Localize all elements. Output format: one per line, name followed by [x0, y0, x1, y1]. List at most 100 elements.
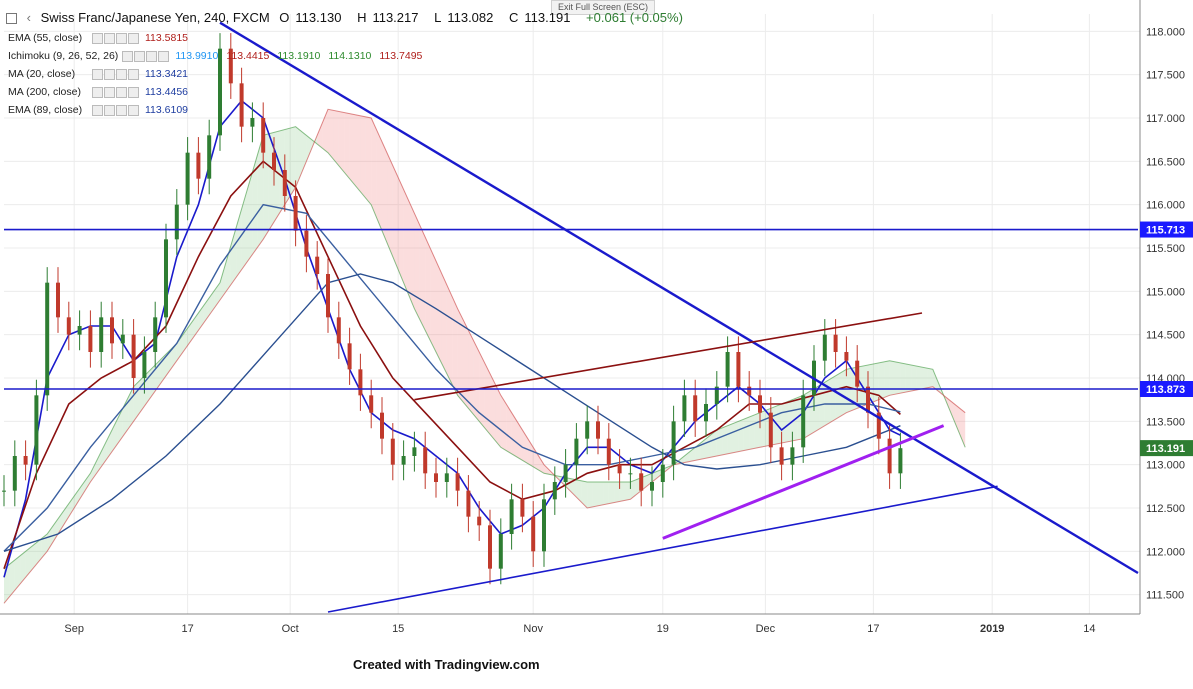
bar-body [855, 360, 860, 387]
cloud-segment [349, 113, 355, 186]
y-tick-label: 116.500 [1146, 156, 1185, 168]
y-tick-label: 118.000 [1146, 26, 1185, 38]
x-tick-label: 2019 [980, 623, 1004, 635]
x-tick-label: 14 [1083, 623, 1095, 635]
indicator-value: 113.4456 [145, 86, 189, 98]
bar-body [423, 447, 428, 474]
indicator-tool-icon[interactable] [128, 32, 139, 44]
indicator-tool-icon[interactable] [128, 104, 139, 116]
bar-body [488, 525, 492, 569]
indicator-tool-icon[interactable] [116, 32, 127, 44]
cloud-segment [430, 249, 436, 352]
indicator-tool-icon[interactable] [92, 32, 103, 44]
y-tick-label: 113.000 [1146, 460, 1185, 472]
indicator-settings-icons[interactable] [92, 86, 139, 98]
bar-body [110, 317, 114, 344]
indicator-value: 113.1910 [277, 50, 321, 62]
bar-body [574, 438, 579, 465]
indicator-tool-icon[interactable] [92, 68, 103, 80]
cloud-segment [41, 534, 48, 558]
cloud-segment [419, 225, 426, 331]
indicator-tool-icon[interactable] [92, 86, 103, 98]
cloud-segment [14, 555, 21, 591]
indicator-tool-icon[interactable] [116, 86, 127, 98]
indicator-row[interactable]: Ichimoku (9, 26, 52, 26) 113.9910 113.4415… [8, 50, 430, 62]
indicator-row[interactable]: EMA (55, close) 113.5815 [8, 32, 196, 44]
indicator-tool-icon[interactable] [104, 32, 115, 44]
bar-body [736, 352, 741, 387]
cloud-segment [387, 153, 393, 257]
trendlines [4, 21, 1139, 613]
indicator-row[interactable]: MA (200, close) 113.4456 [8, 86, 196, 98]
bar-body [228, 48, 233, 84]
indicator-settings-icons[interactable] [92, 68, 139, 80]
indicator-settings-icons[interactable] [92, 104, 139, 116]
bar-body [596, 421, 600, 439]
indicator-settings-icons[interactable] [122, 50, 170, 62]
indicator-value: 114.1310 [328, 50, 372, 62]
indicator-settings-icons[interactable] [92, 32, 139, 44]
indicator-tool-icon[interactable] [92, 104, 103, 116]
y-tick-label: 115.000 [1146, 286, 1185, 298]
cloud-segment [533, 447, 539, 471]
indicator-row[interactable]: EMA (89, close) 113.6109 [8, 104, 196, 116]
indicator-tool-icon[interactable] [128, 68, 139, 80]
cloud-segment [679, 456, 685, 464]
bar-body [2, 490, 6, 492]
collapse-icon[interactable] [6, 13, 17, 25]
cloud-segment [290, 126, 296, 196]
exit-fullscreen-button[interactable]: Exit Full Screen (ESC) [551, 0, 655, 15]
cloud-segment [376, 129, 382, 231]
cloud-segment [878, 361, 885, 400]
indicator-value: 113.5815 [145, 32, 189, 44]
cloud-segment [538, 456, 544, 474]
cloud-segment [598, 482, 604, 506]
bar-body [164, 239, 168, 318]
cloud-segment [25, 547, 31, 578]
cloud-segment [927, 368, 933, 388]
indicator-row[interactable]: MA (20, close) 113.3421 [8, 68, 196, 80]
bar-body [66, 317, 71, 335]
bar-body [790, 447, 795, 465]
bar-body [45, 282, 50, 396]
cloud-segment [511, 412, 517, 458]
bar-body [326, 274, 330, 318]
indicator-tool-icon[interactable] [116, 104, 127, 116]
indicator-name: Ichimoku (9, 26, 52, 26) [8, 50, 119, 62]
indicator-tool-icon[interactable] [116, 68, 127, 80]
cloud-segment [916, 366, 922, 390]
cloud-segment [247, 172, 253, 263]
y-tick-label: 116.000 [1146, 200, 1185, 212]
bar-body [822, 334, 827, 361]
indicator-tool-icon[interactable] [104, 68, 115, 80]
price-bars [2, 33, 903, 585]
bar-body [293, 196, 298, 231]
cloud-segment [711, 430, 717, 458]
cloud-segment [112, 419, 118, 452]
chevron-left-icon[interactable]: ‹ [26, 10, 31, 25]
bar-body [768, 412, 773, 448]
cloud-segment [463, 319, 469, 409]
price-labels: 115.713 113.873 113.191 [1140, 221, 1193, 457]
bar-body [153, 317, 158, 352]
cloud-segment [441, 272, 447, 374]
indicator-value: 113.6109 [145, 104, 189, 116]
indicator-tool-icon[interactable] [146, 50, 158, 62]
indicator-tool-icon[interactable] [158, 50, 170, 62]
cloud-segment [139, 375, 145, 414]
cloud-segment [873, 362, 879, 402]
indicator-tool-icon[interactable] [104, 86, 115, 98]
indicator-tool-icon[interactable] [134, 50, 146, 62]
symbol-title[interactable]: Swiss Franc/Japanese Yen, 240, FXCM [40, 10, 270, 25]
indicator-tool-icon[interactable] [122, 50, 134, 62]
price-label: 115.713 [1146, 225, 1185, 237]
cloud-segment [365, 116, 372, 205]
bar-body [444, 473, 449, 482]
indicator-value: 113.3421 [145, 68, 189, 80]
cloud-segment [587, 482, 593, 508]
bar-body [725, 352, 730, 387]
indicator-tool-icon[interactable] [104, 104, 115, 116]
indicator-tool-icon[interactable] [128, 86, 139, 98]
bar-body [606, 438, 611, 465]
